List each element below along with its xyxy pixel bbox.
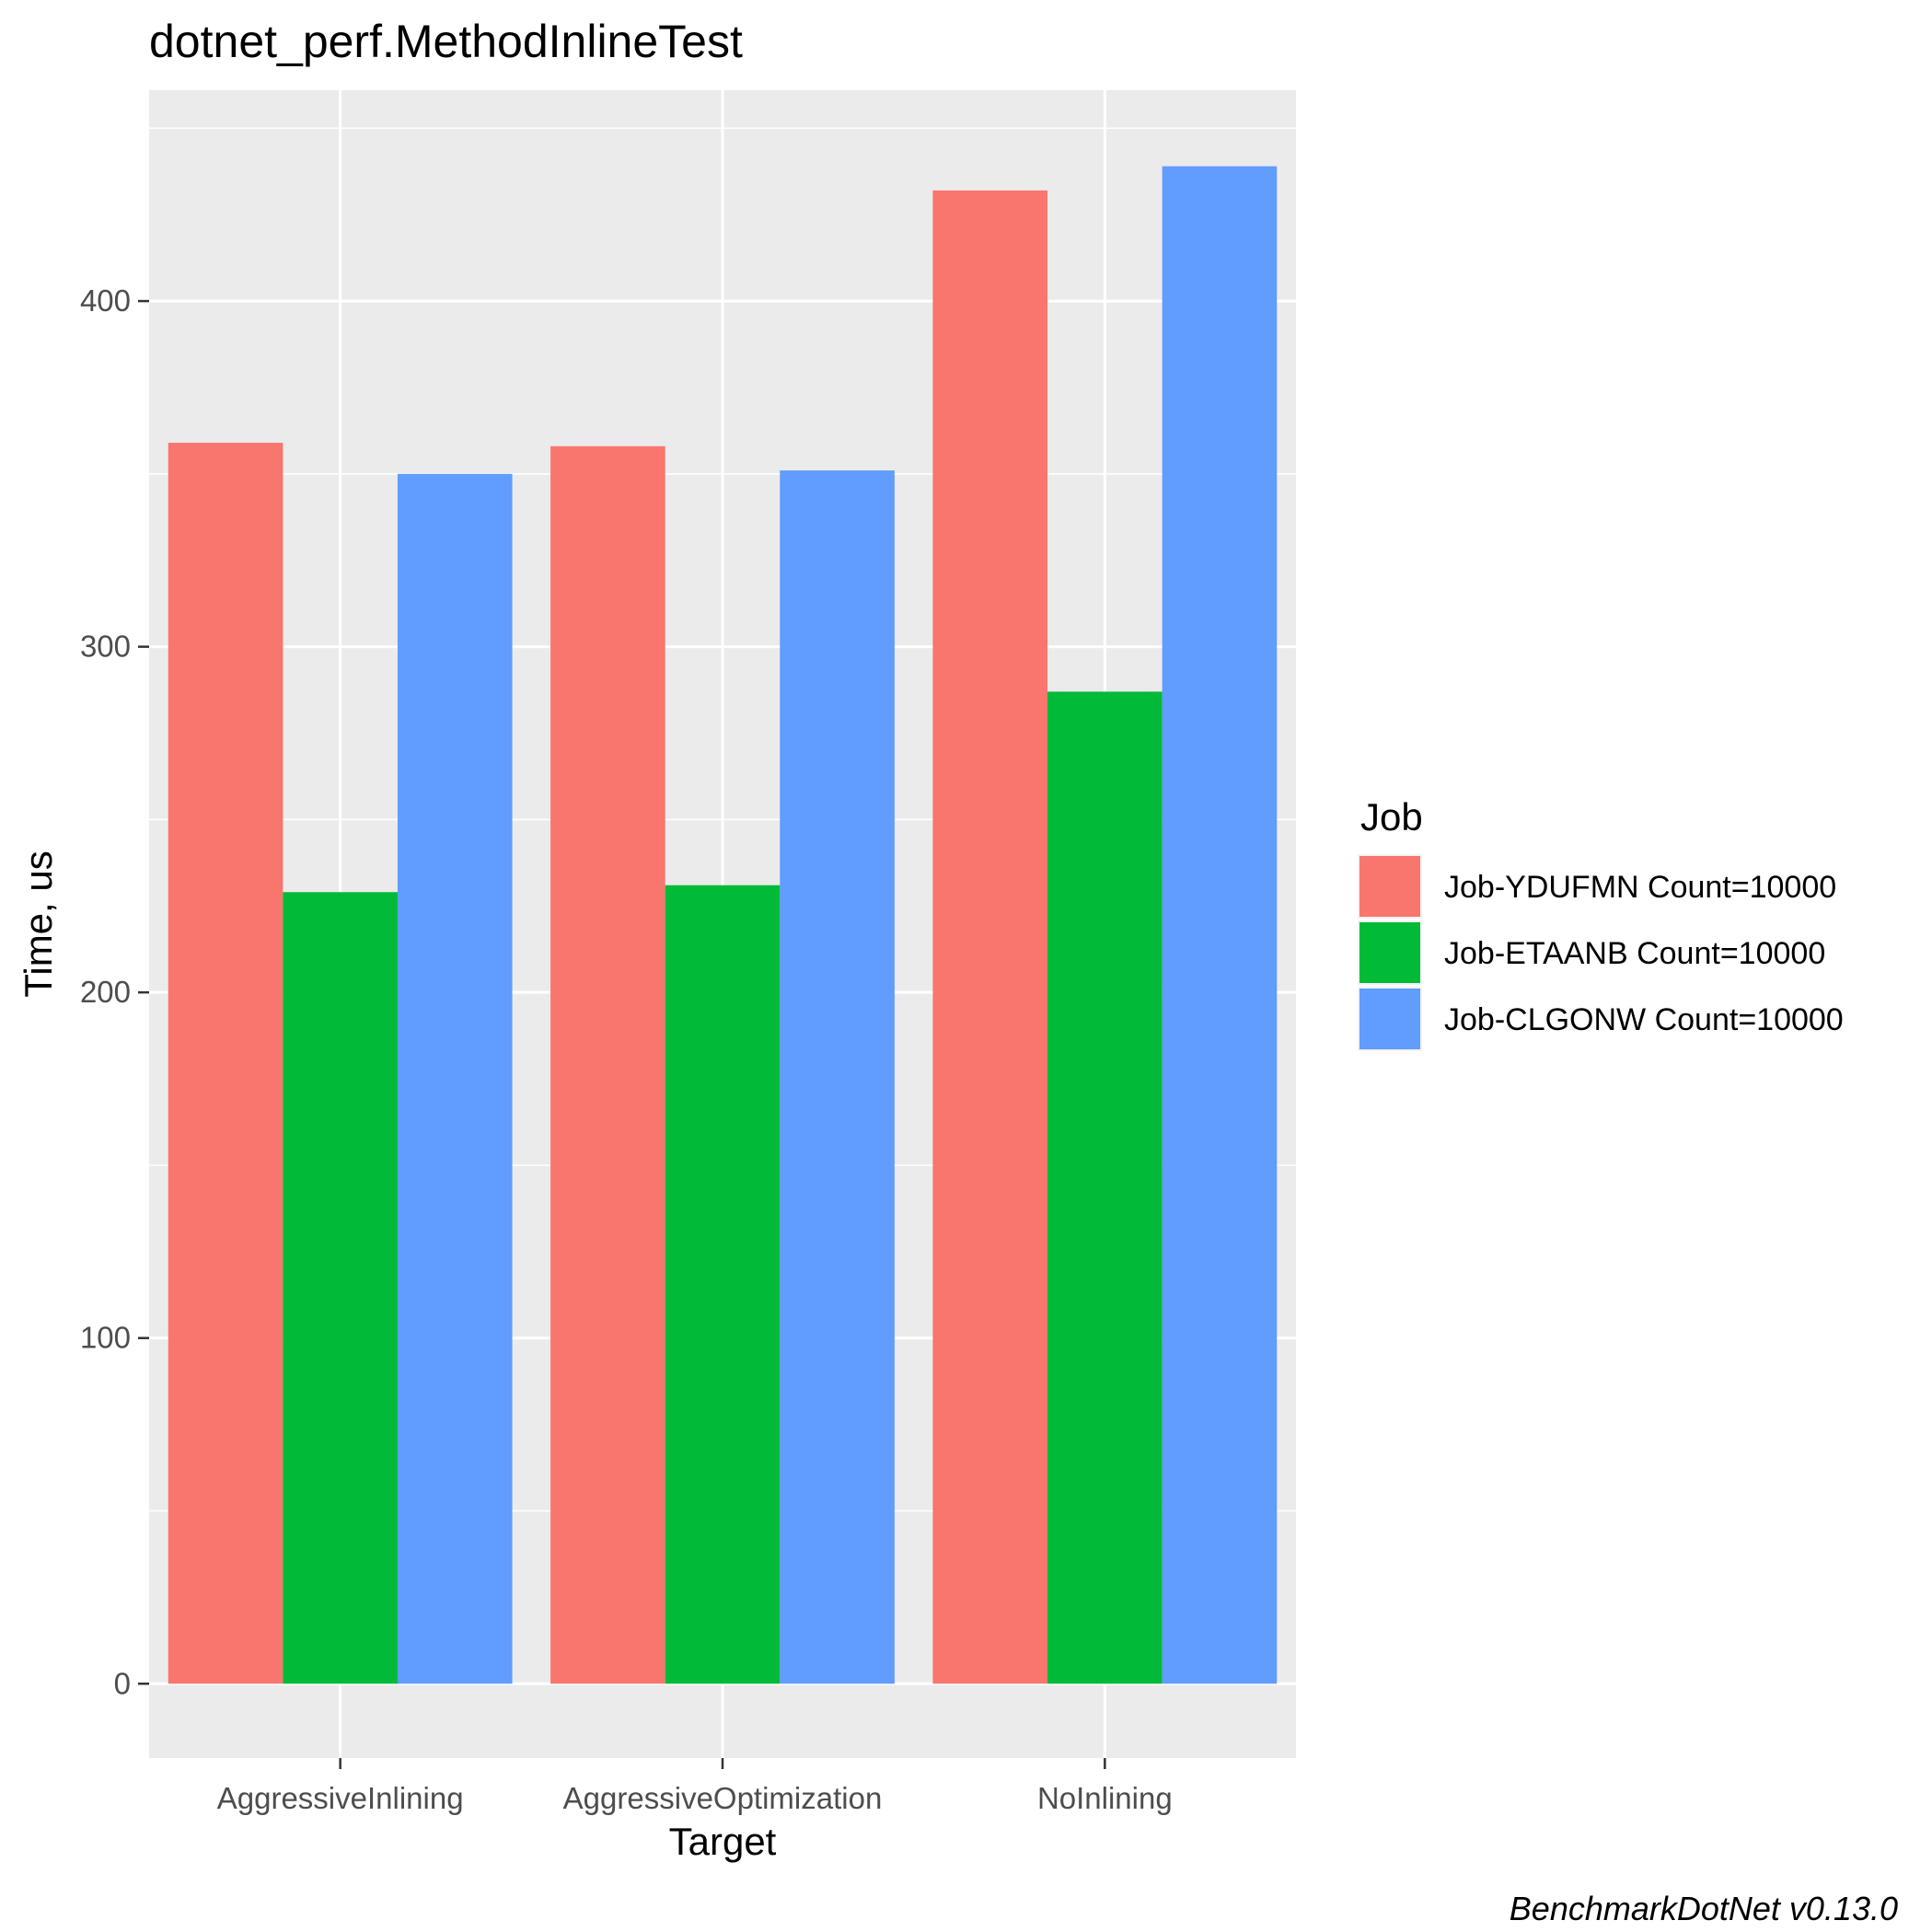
y-tick-label: 300 (80, 630, 131, 664)
bar (283, 892, 398, 1684)
legend-label: Job-ETAANB Count=10000 (1444, 936, 1825, 971)
legend-label: Job-CLGONW Count=10000 (1444, 1002, 1844, 1037)
y-tick-label: 0 (114, 1666, 131, 1700)
legend-swatch (1359, 989, 1420, 1049)
bar (665, 885, 781, 1684)
legend-swatch (1359, 856, 1420, 917)
bar (397, 473, 513, 1684)
legend-swatch (1359, 922, 1420, 983)
chart-title: dotnet_perf.MethodInlineTest (149, 16, 743, 67)
bar (168, 443, 283, 1684)
bar (1047, 691, 1163, 1684)
x-axis-title: Target (669, 1820, 777, 1863)
legend-label: Job-YDUFMN Count=10000 (1444, 870, 1836, 905)
bars (168, 166, 1278, 1684)
y-tick-label: 400 (80, 283, 131, 318)
legend-title: Job (1360, 795, 1423, 839)
bar (1162, 166, 1278, 1684)
bar (550, 445, 665, 1684)
y-tick-label: 100 (80, 1321, 131, 1355)
bar (932, 190, 1048, 1684)
x-tick-label: AggressiveInlining (217, 1781, 464, 1815)
bar (780, 470, 895, 1684)
x-tick-label: NoInlining (1037, 1781, 1173, 1815)
y-tick-label: 200 (80, 975, 131, 1009)
y-axis-title: Time, us (17, 850, 60, 997)
caption: BenchmarkDotNet v0.13.0 (1510, 1890, 1898, 1927)
legend: Job Job-YDUFMN Count=10000 Job-ETAANB Cou… (1358, 795, 1844, 1051)
axes: 0 100 200 300 400 AggressiveInlining Aggressiv… (80, 283, 1173, 1815)
x-tick-label: AggressiveOptimization (563, 1781, 883, 1815)
